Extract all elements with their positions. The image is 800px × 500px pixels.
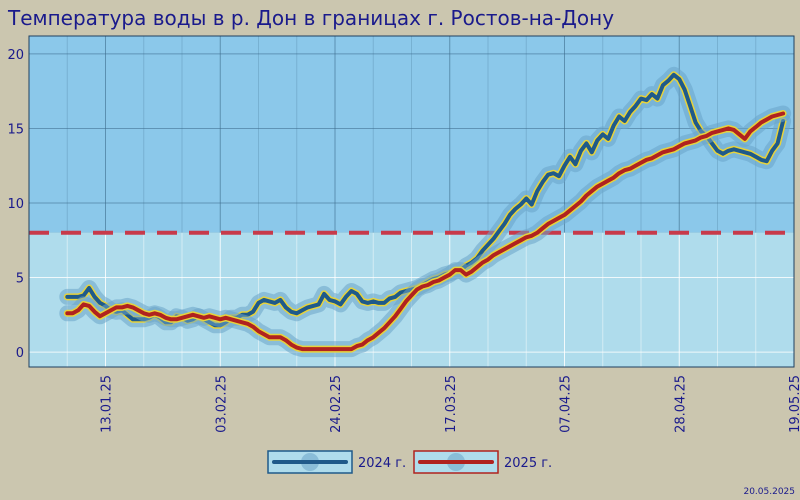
x-tick-label: 03.02.25: [214, 375, 229, 433]
y-tick-label: 15: [7, 122, 24, 137]
y-tick-label: 10: [7, 197, 24, 212]
x-tick-label: 07.04.25: [559, 375, 574, 433]
x-tick-label: 19.05.25: [788, 375, 800, 433]
y-axis-ticks: 0 5 10 15 20: [7, 48, 24, 361]
y-tick-label: 5: [16, 272, 24, 287]
x-axis-ticks: 13.01.25 03.02.25 24.02.25 17.03.25 07.04.25…: [100, 375, 800, 433]
legend-label: 2025 г.: [504, 456, 552, 471]
series-2: [59, 105, 792, 358]
y-tick-label: 20: [7, 48, 24, 63]
y-tick-label: 0: [16, 346, 24, 361]
footer-date: 20.05.2025: [743, 487, 795, 497]
series: [59, 66, 792, 358]
x-tick-label: 13.01.25: [100, 375, 115, 433]
plot-background-upper: [29, 36, 794, 233]
legend-item-1: 2024 г.: [267, 450, 406, 474]
series-line: [65, 111, 786, 352]
x-tick-label: 24.02.25: [329, 375, 344, 433]
chart-title: Температура воды в р. Дон в границах г. …: [7, 6, 614, 30]
plot-area: [28, 35, 795, 368]
legend-label: 2024 г.: [358, 456, 406, 471]
plot-border: [28, 35, 795, 368]
legend: 2024 г. 2025 г.: [267, 450, 552, 474]
x-tick-label: 28.04.25: [673, 375, 688, 433]
legend-item-2: 2025 г.: [413, 450, 552, 474]
x-tick-label: 17.03.25: [444, 375, 459, 433]
